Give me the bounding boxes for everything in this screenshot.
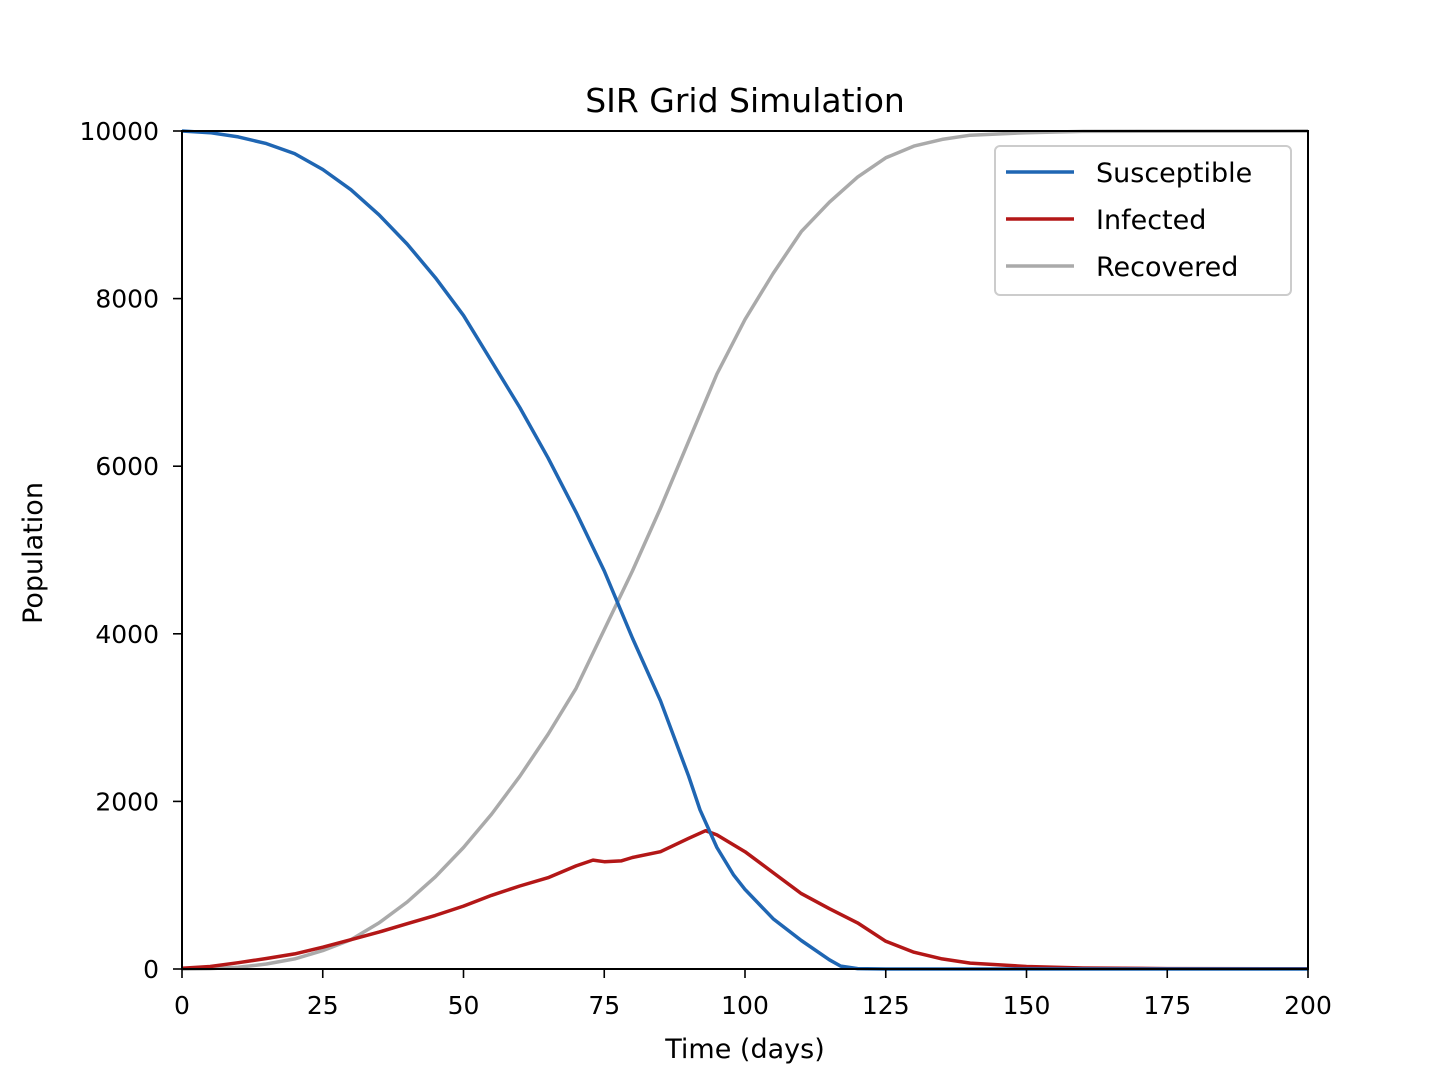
y-tick-label: 10000 [79, 117, 159, 146]
y-axis-label: Population [18, 482, 49, 624]
x-axis-ticks: 0 25 50 75 100 125 150 175 200 [174, 969, 1332, 1020]
x-tick-label: 200 [1284, 991, 1332, 1020]
legend-box [994, 145, 1292, 296]
x-tick-label: 50 [448, 991, 480, 1020]
x-tick-label: 0 [174, 991, 190, 1020]
x-tick-label: 25 [307, 991, 339, 1020]
x-tick-label: 75 [588, 991, 620, 1020]
x-tick-label: 125 [862, 991, 910, 1020]
y-tick-label: 2000 [95, 787, 159, 816]
y-tick-label: 0 [143, 955, 159, 984]
series-layer [181, 129, 1309, 971]
x-tick-label: 100 [721, 991, 769, 1020]
legend-label-recovered: Recovered [1096, 252, 1238, 283]
chart-title: SIR Grid Simulation [585, 81, 905, 120]
series-line-infected [181, 828, 1309, 971]
series-line-susceptible [181, 129, 1308, 971]
legend-label-susceptible: Susceptible [1096, 158, 1252, 189]
y-tick-label: 4000 [95, 620, 159, 649]
y-tick-label: 6000 [95, 452, 159, 481]
legend: Susceptible Infected Recovered [994, 145, 1292, 296]
y-tick-label: 8000 [95, 285, 159, 314]
y-axis-ticks: 0 2000 4000 6000 8000 10000 [79, 117, 182, 984]
x-axis-label: Time (days) [664, 1034, 824, 1065]
legend-label-infected: Infected [1096, 205, 1206, 236]
x-tick-label: 175 [1143, 991, 1191, 1020]
x-tick-label: 150 [1003, 991, 1051, 1020]
